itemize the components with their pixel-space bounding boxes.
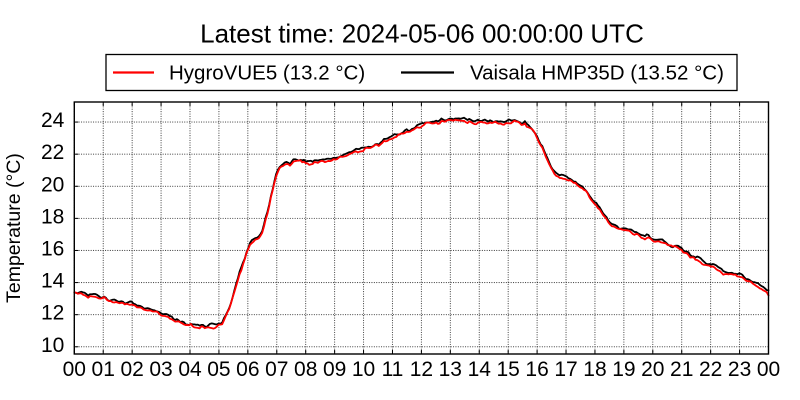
- svg-text:24: 24: [41, 109, 65, 132]
- svg-text:01: 01: [92, 358, 115, 381]
- svg-text:22: 22: [699, 358, 722, 381]
- svg-text:09: 09: [323, 358, 346, 381]
- svg-text:Vaisala HMP35D (13.52 °C): Vaisala HMP35D (13.52 °C): [470, 62, 724, 85]
- svg-text:05: 05: [207, 358, 230, 381]
- svg-text:Latest time: 2024-05-06 00:00:: Latest time: 2024-05-06 00:00:00 UTC: [200, 19, 644, 49]
- svg-text:18: 18: [41, 205, 64, 228]
- svg-text:16: 16: [525, 358, 548, 381]
- svg-text:12: 12: [410, 358, 433, 381]
- svg-text:00: 00: [63, 358, 86, 381]
- svg-text:22: 22: [41, 141, 64, 164]
- svg-text:14: 14: [41, 270, 65, 293]
- svg-text:Temperature (°C): Temperature (°C): [3, 153, 25, 303]
- svg-text:03: 03: [149, 358, 172, 381]
- svg-text:19: 19: [612, 358, 635, 381]
- svg-text:10: 10: [41, 334, 64, 357]
- svg-text:17: 17: [554, 358, 577, 381]
- svg-text:18: 18: [583, 358, 606, 381]
- svg-text:21: 21: [670, 358, 693, 381]
- svg-text:04: 04: [178, 358, 202, 381]
- svg-text:10: 10: [352, 358, 375, 381]
- svg-text:HygroVUE5 (13.2 °C): HygroVUE5 (13.2 °C): [169, 62, 365, 85]
- svg-text:08: 08: [294, 358, 317, 381]
- svg-text:20: 20: [41, 173, 64, 196]
- svg-text:13: 13: [439, 358, 462, 381]
- svg-text:20: 20: [641, 358, 664, 381]
- svg-text:06: 06: [236, 358, 259, 381]
- svg-text:15: 15: [497, 358, 520, 381]
- svg-text:12: 12: [41, 302, 64, 325]
- svg-text:16: 16: [41, 237, 64, 260]
- svg-text:02: 02: [120, 358, 143, 381]
- svg-text:07: 07: [265, 358, 288, 381]
- svg-text:14: 14: [468, 358, 492, 381]
- svg-text:11: 11: [382, 358, 404, 381]
- svg-text:00: 00: [757, 358, 780, 381]
- svg-text:23: 23: [728, 358, 751, 381]
